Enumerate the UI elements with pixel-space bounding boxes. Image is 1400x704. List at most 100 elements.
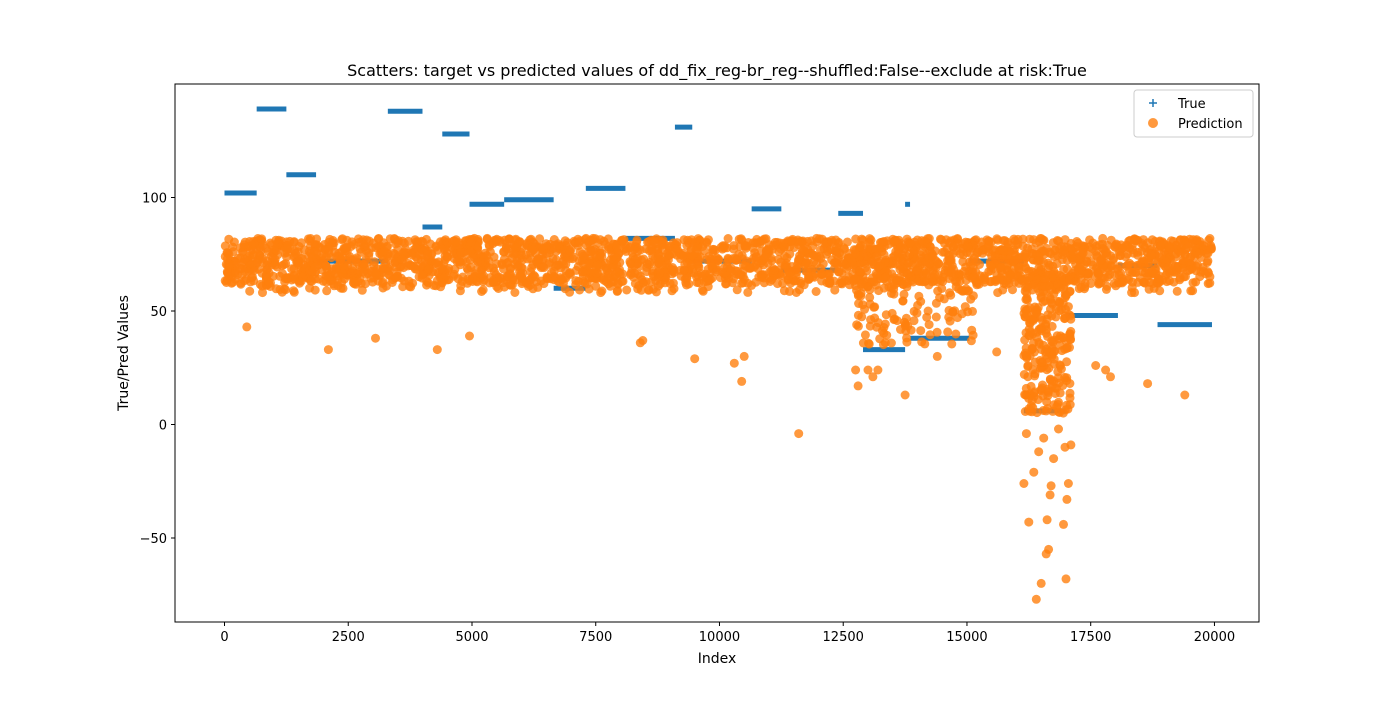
prediction-point <box>1094 269 1104 279</box>
prediction-point <box>377 278 387 288</box>
prediction-point <box>356 247 366 257</box>
prediction-point <box>371 269 381 279</box>
prediction-point <box>322 286 332 296</box>
prediction-point <box>337 278 347 287</box>
prediction-point <box>534 254 543 264</box>
prediction-point <box>734 270 744 280</box>
prediction-point <box>857 279 867 289</box>
prediction-point <box>1045 490 1055 500</box>
prediction-point <box>478 285 488 295</box>
prediction-point <box>912 266 922 276</box>
x-tick-label: 10000 <box>699 630 740 645</box>
prediction-point <box>273 239 283 249</box>
prediction-point <box>874 261 884 271</box>
prediction-point <box>900 390 910 400</box>
prediction-point <box>1203 256 1213 266</box>
x-tick-label: 5000 <box>455 630 488 645</box>
prediction-point <box>817 269 826 279</box>
prediction-point <box>1099 244 1109 254</box>
prediction-point <box>1018 234 1028 244</box>
prediction-point <box>1193 260 1202 270</box>
prediction-point <box>1049 354 1059 364</box>
prediction-point <box>884 282 894 292</box>
prediction-point <box>791 288 801 297</box>
prediction-point <box>817 276 827 286</box>
prediction-point <box>544 259 554 269</box>
prediction-point <box>869 277 879 287</box>
prediction-point <box>827 235 837 245</box>
prediction-point <box>257 268 267 278</box>
chart-title: Scatters: target vs predicted values of … <box>347 61 1087 81</box>
prediction-point <box>411 243 421 253</box>
prediction-point <box>1039 433 1049 443</box>
prediction-point <box>331 264 341 274</box>
prediction-point <box>357 285 367 295</box>
prediction-point <box>1066 314 1076 324</box>
prediction-point <box>690 238 700 248</box>
prediction-point <box>499 247 509 257</box>
prediction-point <box>1031 594 1041 604</box>
prediction-point <box>1036 578 1046 588</box>
prediction-point <box>668 278 678 288</box>
prediction-point <box>633 269 643 279</box>
prediction-point <box>840 275 850 285</box>
prediction-point <box>880 272 890 282</box>
prediction-point <box>940 269 950 279</box>
prediction-point <box>591 281 601 291</box>
prediction-point <box>242 322 252 332</box>
prediction-point <box>735 241 745 251</box>
prediction-point <box>1101 284 1111 294</box>
prediction-point <box>245 286 255 296</box>
prediction-point <box>891 276 901 286</box>
prediction-point <box>972 248 982 258</box>
prediction-point <box>825 275 835 285</box>
prediction-point <box>787 236 796 246</box>
prediction-point <box>851 234 861 244</box>
prediction-point <box>561 248 571 258</box>
prediction-point <box>529 245 539 254</box>
prediction-point <box>931 312 941 322</box>
prediction-point <box>879 250 889 259</box>
prediction-point <box>1041 325 1051 335</box>
prediction-point <box>1091 361 1101 370</box>
prediction-point <box>995 263 1005 273</box>
prediction-point <box>312 234 322 244</box>
prediction-point <box>943 327 953 337</box>
prediction-point <box>741 261 750 271</box>
prediction-point <box>1118 243 1128 253</box>
prediction-point <box>998 285 1008 295</box>
prediction-point <box>557 275 567 285</box>
prediction-point <box>774 247 784 256</box>
x-tick-label: 12500 <box>823 630 864 645</box>
prediction-point <box>1058 408 1068 418</box>
prediction-point <box>364 236 374 246</box>
prediction-point <box>1028 249 1038 259</box>
prediction-point <box>353 277 363 286</box>
prediction-point <box>370 257 379 267</box>
prediction-point <box>1046 481 1056 491</box>
prediction-point <box>596 288 606 298</box>
prediction-point <box>867 259 877 269</box>
prediction-point <box>747 280 756 290</box>
legend-prediction-label: Prediction <box>1178 117 1243 132</box>
prediction-point <box>1023 361 1033 371</box>
prediction-point <box>719 243 729 253</box>
prediction-point <box>310 262 320 272</box>
prediction-point <box>635 245 645 255</box>
x-tick-label: 17500 <box>1070 630 1111 645</box>
prediction-point <box>898 267 908 277</box>
prediction-point <box>1186 252 1195 262</box>
prediction-point <box>450 264 460 274</box>
y-tick-label: 50 <box>150 305 167 320</box>
prediction-point <box>607 263 617 273</box>
prediction-point <box>499 254 509 264</box>
prediction-point <box>791 276 801 286</box>
prediction-point <box>706 258 716 268</box>
prediction-point <box>1181 240 1191 250</box>
prediction-point <box>854 299 864 308</box>
prediction-point <box>264 277 274 287</box>
prediction-point <box>603 234 613 244</box>
prediction-point <box>977 237 987 247</box>
prediction-point <box>605 281 615 291</box>
prediction-point <box>913 300 923 310</box>
